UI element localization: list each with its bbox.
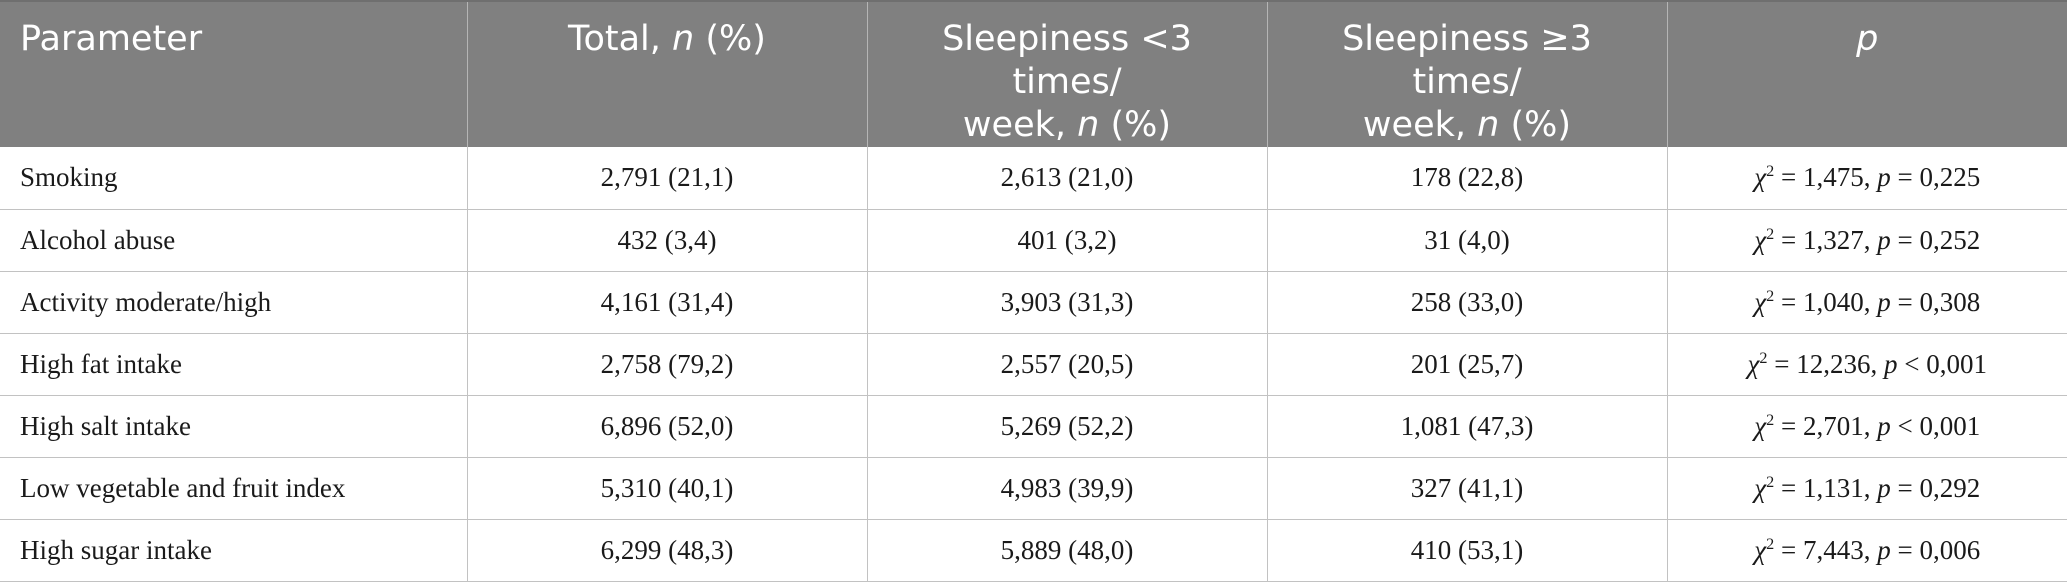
cell-parameter: High fat intake	[0, 332, 467, 395]
table-row: High sugar intake 6,299 (48,3) 5,889 (48,0…	[0, 518, 2067, 582]
table-row: Smoking 2,791 (21,1) 2,613 (21,0) 178 (22,8…	[0, 147, 2067, 209]
chi-square-exponent: 2	[1766, 224, 1775, 243]
chi-square-exponent: 2	[1766, 162, 1775, 181]
cell-statistic: χ2 = 1,327, p = 0,252	[1666, 208, 2067, 271]
cell-total: 2,791 (21,1)	[466, 147, 867, 209]
cell-total: 5,310 (40,1)	[466, 456, 867, 519]
cell-total: 6,299 (48,3)	[466, 518, 867, 582]
cell-sleepiness-lt3: 4,983 (39,9)	[866, 456, 1267, 519]
cell-sleepiness-lt3: 401 (3,2)	[866, 208, 1267, 271]
header-parameter-label: Parameter	[20, 19, 203, 59]
p-symbol: p	[1877, 410, 1891, 441]
header-parameter: Parameter	[0, 0, 467, 147]
header-lt3-suffix: (%)	[1110, 105, 1172, 145]
chi-square-exponent: 2	[1766, 472, 1775, 491]
cell-sleepiness-ge3: 178 (22,8)	[1266, 147, 1667, 209]
cell-sleepiness-lt3: 2,613 (21,0)	[866, 147, 1267, 209]
table-row: High fat intake 2,758 (79,2) 2,557 (20,5) 2…	[0, 332, 2067, 395]
chi-symbol: χ	[1754, 224, 1767, 255]
cell-parameter: Alcohol abuse	[0, 208, 467, 271]
cell-sleepiness-ge3: 410 (53,1)	[1266, 518, 1667, 582]
chi-square-value: = 7,443,	[1774, 534, 1878, 565]
chi-square-value: = 1,475,	[1774, 162, 1878, 193]
table-row: Activity moderate/high 4,161 (31,4) 3,903 …	[0, 270, 2067, 333]
header-ge3-n: n	[1477, 105, 1500, 145]
cell-sleepiness-lt3: 3,903 (31,3)	[866, 270, 1267, 333]
cell-parameter: High sugar intake	[0, 518, 467, 582]
cell-parameter: Activity moderate/high	[0, 270, 467, 333]
cell-sleepiness-ge3: 201 (25,7)	[1266, 332, 1667, 395]
cell-statistic: χ2 = 1,040, p = 0,308	[1666, 270, 2067, 333]
p-symbol: p	[1877, 472, 1891, 503]
cell-parameter: Low vegetable and fruit index	[0, 456, 467, 519]
cell-sleepiness-ge3: 258 (33,0)	[1266, 270, 1667, 333]
header-ge3-line2-prefix: week,	[1362, 105, 1467, 145]
chi-symbol: χ	[1754, 410, 1767, 441]
chi-square-exponent: 2	[1759, 348, 1768, 367]
cell-parameter: High salt intake	[0, 394, 467, 457]
cell-sleepiness-ge3: 1,081 (47,3)	[1266, 394, 1667, 457]
p-value: = 0,292	[1890, 472, 1981, 503]
header-row: Parameter Total, n (%) Sleepiness <3 tim…	[0, 0, 2067, 147]
header-ge3-line1: Sleepiness ≥3 times/	[1342, 19, 1592, 102]
chi-symbol: χ	[1754, 162, 1767, 193]
header-sleepiness-lt3: Sleepiness <3 times/ week, n (%)	[866, 0, 1267, 147]
chi-square-value: = 12,236,	[1767, 348, 1884, 379]
cell-sleepiness-lt3: 2,557 (20,5)	[866, 332, 1267, 395]
p-symbol: p	[1877, 534, 1891, 565]
table-body: Smoking 2,791 (21,1) 2,613 (21,0) 178 (22,8…	[0, 147, 2067, 582]
p-symbol: p	[1877, 162, 1891, 193]
p-value: = 0,252	[1890, 224, 1981, 255]
chi-symbol: χ	[1754, 534, 1767, 565]
chi-square-value: = 2,701,	[1774, 410, 1878, 441]
cell-sleepiness-ge3: 31 (4,0)	[1266, 208, 1667, 271]
table-header: Parameter Total, n (%) Sleepiness <3 tim…	[0, 0, 2067, 147]
chi-symbol: χ	[1754, 472, 1767, 503]
header-sleepiness-ge3: Sleepiness ≥3 times/ week, n (%)	[1266, 0, 1667, 147]
cell-sleepiness-ge3: 327 (41,1)	[1266, 456, 1667, 519]
cell-statistic: χ2 = 7,443, p = 0,006	[1666, 518, 2067, 582]
cell-statistic: χ2 = 12,236, p < 0,001	[1666, 332, 2067, 395]
cell-sleepiness-lt3: 5,889 (48,0)	[866, 518, 1267, 582]
cell-statistic: χ2 = 1,475, p = 0,225	[1666, 147, 2067, 209]
cell-total: 2,758 (79,2)	[466, 332, 867, 395]
header-lt3-line1: Sleepiness <3 times/	[942, 19, 1192, 102]
chi-symbol: χ	[1747, 348, 1760, 379]
chi-square-exponent: 2	[1766, 286, 1775, 305]
header-ge3-suffix: (%)	[1510, 105, 1572, 145]
header-lt3-n: n	[1077, 105, 1100, 145]
table-row: Low vegetable and fruit index 5,310 (40,1…	[0, 456, 2067, 519]
cell-parameter: Smoking	[20, 162, 118, 193]
cell-total: 432 (3,4)	[466, 208, 867, 271]
cell-statistic: χ2 = 1,131, p = 0,292	[1666, 456, 2067, 519]
chi-square-value: = 1,131,	[1774, 472, 1878, 503]
p-value: < 0,001	[1897, 348, 1987, 379]
chi-square-value: = 1,040,	[1774, 286, 1878, 317]
header-total-suffix: (%)	[705, 19, 766, 59]
p-value: = 0,006	[1890, 534, 1981, 565]
header-p-value: p	[1666, 0, 2067, 147]
header-total-prefix: Total,	[568, 19, 661, 59]
cell-total: 6,896 (52,0)	[466, 394, 867, 457]
header-p-label: p	[1856, 19, 1879, 59]
chi-symbol: χ	[1754, 286, 1767, 317]
cell-total: 4,161 (31,4)	[466, 270, 867, 333]
chi-square-exponent: 2	[1766, 410, 1775, 429]
header-total: Total, n (%)	[466, 0, 867, 147]
header-lt3-line2-prefix: week,	[962, 105, 1067, 145]
p-symbol: p	[1883, 348, 1898, 379]
header-total-n: n	[672, 19, 695, 59]
cell-sleepiness-lt3: 5,269 (52,2)	[866, 394, 1267, 457]
p-symbol: p	[1877, 224, 1891, 255]
chi-square-exponent: 2	[1766, 534, 1775, 553]
table-row: High salt intake 6,896 (52,0) 5,269 (52,2)…	[0, 394, 2067, 457]
p-value: = 0,308	[1890, 286, 1981, 317]
chi-square-value: = 1,327,	[1774, 224, 1878, 255]
table-row: Alcohol abuse 432 (3,4) 401 (3,2) 31 (4,0) χ…	[0, 208, 2067, 271]
p-value: < 0,001	[1890, 410, 1981, 441]
p-value: = 0,225	[1890, 162, 1981, 193]
p-symbol: p	[1877, 286, 1891, 317]
cell-statistic: χ2 = 2,701, p < 0,001	[1666, 394, 2067, 457]
